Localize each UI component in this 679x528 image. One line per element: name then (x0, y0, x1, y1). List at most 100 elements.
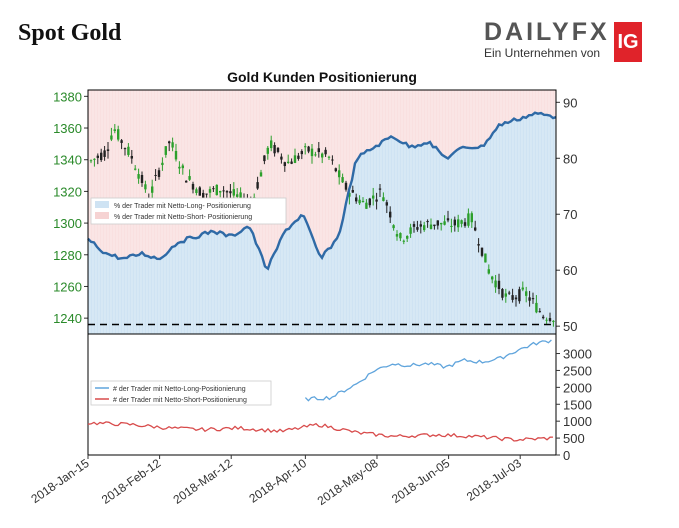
price-candle-body (457, 219, 460, 228)
price-candle-body (137, 174, 140, 179)
price-tick-label: 1300 (53, 216, 82, 231)
price-candle-body (280, 156, 283, 160)
price-candle-body (140, 174, 144, 183)
legend-label: # der Trader mit Netto-Short-Positionier… (113, 397, 247, 404)
price-candle-body (229, 191, 232, 194)
price-candle-body (212, 188, 215, 190)
x-tick-label: 2018-Mar-12 (171, 456, 236, 507)
price-candle-body (511, 295, 514, 300)
price-candle-body (154, 174, 157, 176)
price-candle-body (348, 192, 351, 197)
price-tick-label: 1280 (53, 248, 82, 263)
price-candle-body (93, 158, 96, 160)
price-candle-body (351, 190, 354, 193)
price-candle-body (423, 225, 426, 231)
short-count-line (87, 421, 554, 442)
price-candle-body (120, 140, 123, 143)
legend-label: # der Trader mit Netto-Long-Positionieru… (113, 386, 246, 393)
price-candle-body (446, 218, 450, 221)
price-candle-body (273, 145, 276, 154)
price-candle-body (480, 247, 484, 256)
x-tick-label: 2018-Jan-15 (28, 456, 91, 506)
price-candle-body (297, 155, 300, 159)
price-candle-body (487, 269, 490, 274)
price-candle-body (314, 154, 317, 156)
price-candle-body (545, 319, 548, 321)
x-tick-label: 2018-Jul-03 (464, 456, 524, 504)
price-candle-body (205, 193, 208, 195)
count-tick-label: 500 (563, 431, 585, 446)
price-candle-body (548, 318, 552, 322)
price-candle-body (208, 189, 212, 193)
price-candle-body (365, 202, 368, 209)
price-candle-body (110, 135, 113, 140)
page-title: Spot Gold (18, 20, 122, 46)
price-candle-body (385, 202, 388, 206)
price-candle-body (219, 190, 222, 193)
price-candle-body (531, 298, 535, 300)
price-tick-label: 1260 (53, 279, 82, 294)
x-tick-label: 2018-Feb-12 (99, 456, 164, 507)
pct-tick-label: 90 (563, 95, 577, 110)
price-candle-body (103, 150, 106, 157)
pct-tick-label: 60 (563, 263, 577, 278)
price-candle-body (542, 316, 545, 319)
price-candle-body (419, 224, 422, 227)
count-tick-label: 1000 (563, 414, 592, 429)
count-tick-label: 0 (563, 448, 570, 463)
price-candle-body (144, 184, 147, 190)
price-candle-body (130, 155, 133, 159)
price-candle-body (382, 197, 385, 201)
price-candle-body (174, 150, 178, 160)
price-candle-body (453, 219, 456, 226)
long-pct-legend-swatch (95, 201, 109, 208)
price-candle-body (402, 240, 405, 242)
long-count-line (304, 339, 552, 402)
price-candle-body (270, 140, 273, 149)
price-panel-legend: % der Trader mit Netto-Long- Positionier… (90, 197, 287, 225)
price-candle-body (508, 292, 511, 294)
price-candle-body (355, 197, 358, 202)
price-candle-body (341, 177, 344, 183)
short-pct-legend-swatch (95, 212, 109, 219)
price-candle-body (225, 191, 229, 193)
price-candle-body (416, 227, 419, 230)
price-candle-body (406, 236, 409, 239)
price-candle-body (195, 189, 198, 193)
price-candle-body (440, 222, 443, 225)
pct-tick-label: 80 (563, 151, 577, 166)
price-candle-body (202, 192, 205, 200)
price-candle-body (96, 155, 99, 158)
price-candle-body (168, 141, 171, 144)
price-candle-body (497, 280, 501, 289)
price-candle-body (134, 168, 137, 170)
price-candle-body (392, 225, 395, 229)
price-candle-body (494, 280, 497, 288)
price-candle-body (334, 168, 337, 172)
price-candle-body (106, 149, 110, 151)
count-tick-label: 2000 (563, 380, 592, 395)
price-candle-body (283, 162, 286, 167)
price-candle-body (501, 289, 504, 298)
count-panel-legend: # der Trader mit Netto-Long-Positionieru… (90, 380, 272, 406)
price-candle-body (484, 253, 487, 263)
price-candle-body (389, 211, 392, 218)
price-candle-body (358, 199, 361, 204)
price-candle-body (433, 224, 436, 227)
price-candle-body (181, 165, 184, 169)
price-candle-body (178, 166, 181, 169)
price-candle-body (293, 155, 297, 163)
price-candle-body (300, 151, 303, 155)
legend-box (90, 380, 272, 406)
price-candle-body (307, 146, 310, 152)
price-candle-body (399, 233, 402, 239)
price-candle-body (188, 176, 191, 180)
price-candle-body (191, 183, 195, 190)
legend-label: % der Trader mit Netto-Long- Positionier… (114, 203, 251, 210)
price-candle-body (256, 182, 259, 189)
pct-tick-label: 70 (563, 207, 577, 222)
x-axis: 2018-Jan-15 2018-Feb-12 2018-Mar-12 2018-Ap… (28, 455, 524, 508)
x-tick-label: 2018-Jun-05 (389, 456, 452, 506)
